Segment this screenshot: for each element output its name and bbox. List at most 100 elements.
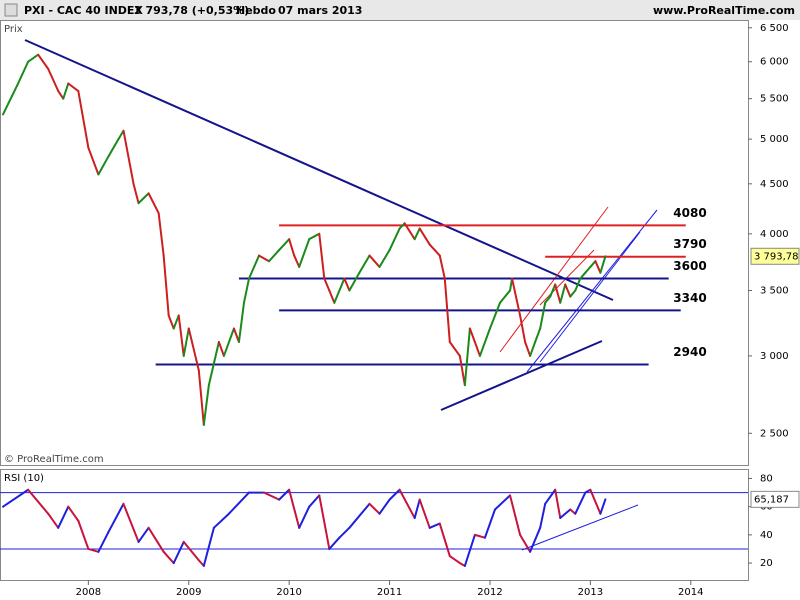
series-segment — [564, 283, 572, 298]
series-segment — [594, 260, 602, 274]
series-segment — [559, 508, 572, 519]
y-tick-label: 6 500 — [760, 23, 789, 34]
series-segment — [448, 340, 461, 357]
y-tick-label: 5 500 — [760, 94, 789, 105]
series-segment — [67, 505, 80, 522]
series-segment — [268, 249, 281, 263]
series-segment — [413, 227, 421, 241]
x-tick-label: 2011 — [377, 587, 402, 598]
series-segment — [172, 314, 180, 330]
series-segment — [511, 277, 522, 317]
series-segment — [448, 555, 461, 565]
y-tick-label: 5 000 — [760, 134, 789, 145]
series-segment — [318, 494, 331, 550]
series-segment — [529, 526, 542, 553]
series-segment — [418, 227, 431, 246]
series-segment — [288, 238, 296, 257]
series-segment — [483, 508, 496, 539]
series-segment — [328, 536, 341, 550]
channel-line — [539, 231, 641, 363]
level-label: 4080 — [673, 206, 706, 220]
last-value-box — [750, 247, 800, 265]
series-segment — [212, 512, 230, 529]
series-segment — [574, 491, 587, 515]
series-segment — [544, 488, 557, 505]
series-segment — [403, 222, 416, 241]
series-segment — [47, 67, 60, 93]
series-segment — [569, 508, 577, 515]
series-segment — [433, 249, 441, 257]
y-tick-label: 6 000 — [760, 57, 789, 68]
series-segment — [398, 222, 406, 230]
series-segment — [473, 340, 481, 357]
series-segment — [554, 488, 562, 519]
series-segment — [333, 277, 346, 304]
level-label: 3790 — [673, 237, 706, 251]
series-segment — [47, 512, 60, 529]
period: Hebdo — [236, 4, 276, 17]
x-tick-label: 2012 — [477, 587, 502, 598]
series-segment — [499, 289, 512, 304]
series-segment — [574, 277, 582, 292]
y-tick-label: 4 000 — [760, 229, 789, 240]
series-segment — [378, 249, 391, 268]
series-segment — [348, 271, 361, 292]
series-segment — [388, 227, 401, 252]
series-segment — [57, 90, 65, 100]
series-segment — [137, 192, 150, 205]
series-segment — [182, 540, 200, 562]
series-segment — [413, 498, 421, 519]
series-segment — [378, 498, 391, 515]
series-segment — [318, 232, 326, 280]
level-label: 2940 — [673, 345, 706, 359]
series-segment — [298, 238, 311, 268]
y-tick-label: 80 — [760, 473, 773, 484]
series-segment — [343, 277, 351, 292]
series-segment — [37, 53, 50, 70]
series-segment — [554, 283, 562, 304]
series-segment — [584, 265, 592, 274]
y-tick-label: 3 000 — [760, 351, 789, 362]
series-segment — [458, 354, 466, 387]
y-tick-label: 20 — [760, 558, 773, 569]
level-label: 3340 — [673, 291, 706, 305]
y-tick-label: 4 500 — [760, 179, 789, 190]
series-segment — [473, 533, 486, 539]
level-label: 3600 — [673, 259, 706, 273]
series-segment — [443, 277, 451, 343]
series-segment — [97, 531, 110, 553]
channel-line — [539, 249, 595, 306]
series-segment — [202, 384, 210, 426]
series-segment — [242, 277, 250, 304]
series-segment — [544, 295, 552, 304]
series-segment — [167, 314, 175, 330]
series-segment — [308, 232, 321, 241]
price-change: 3 793,78 (+0,53%) — [134, 4, 249, 17]
series-segment — [579, 271, 587, 280]
panel-title: RSI (10) — [4, 473, 44, 484]
x-tick-label: 2014 — [678, 587, 703, 598]
last-value-label: 65,187 — [754, 494, 789, 505]
series-segment — [263, 491, 281, 501]
series-segment — [147, 192, 160, 215]
series-segment — [348, 502, 371, 529]
down-trend-line — [24, 39, 614, 301]
series-segment — [338, 526, 351, 539]
series-segment — [187, 327, 200, 372]
series-segment — [549, 283, 557, 298]
series-segment — [77, 90, 90, 149]
series-segment — [137, 526, 150, 543]
series-segment — [463, 533, 476, 567]
series-segment — [132, 182, 140, 205]
series-segment — [293, 254, 301, 268]
series-segment — [162, 550, 175, 565]
menu-icon[interactable] — [4, 3, 18, 17]
x-tick-label: 2009 — [176, 587, 201, 598]
series-segment — [278, 488, 291, 501]
series-segment — [217, 340, 225, 357]
series-segment — [298, 505, 311, 529]
series-segment — [122, 502, 140, 543]
series-segment — [368, 502, 381, 515]
series-segment — [107, 138, 120, 158]
series-segment — [67, 82, 80, 93]
